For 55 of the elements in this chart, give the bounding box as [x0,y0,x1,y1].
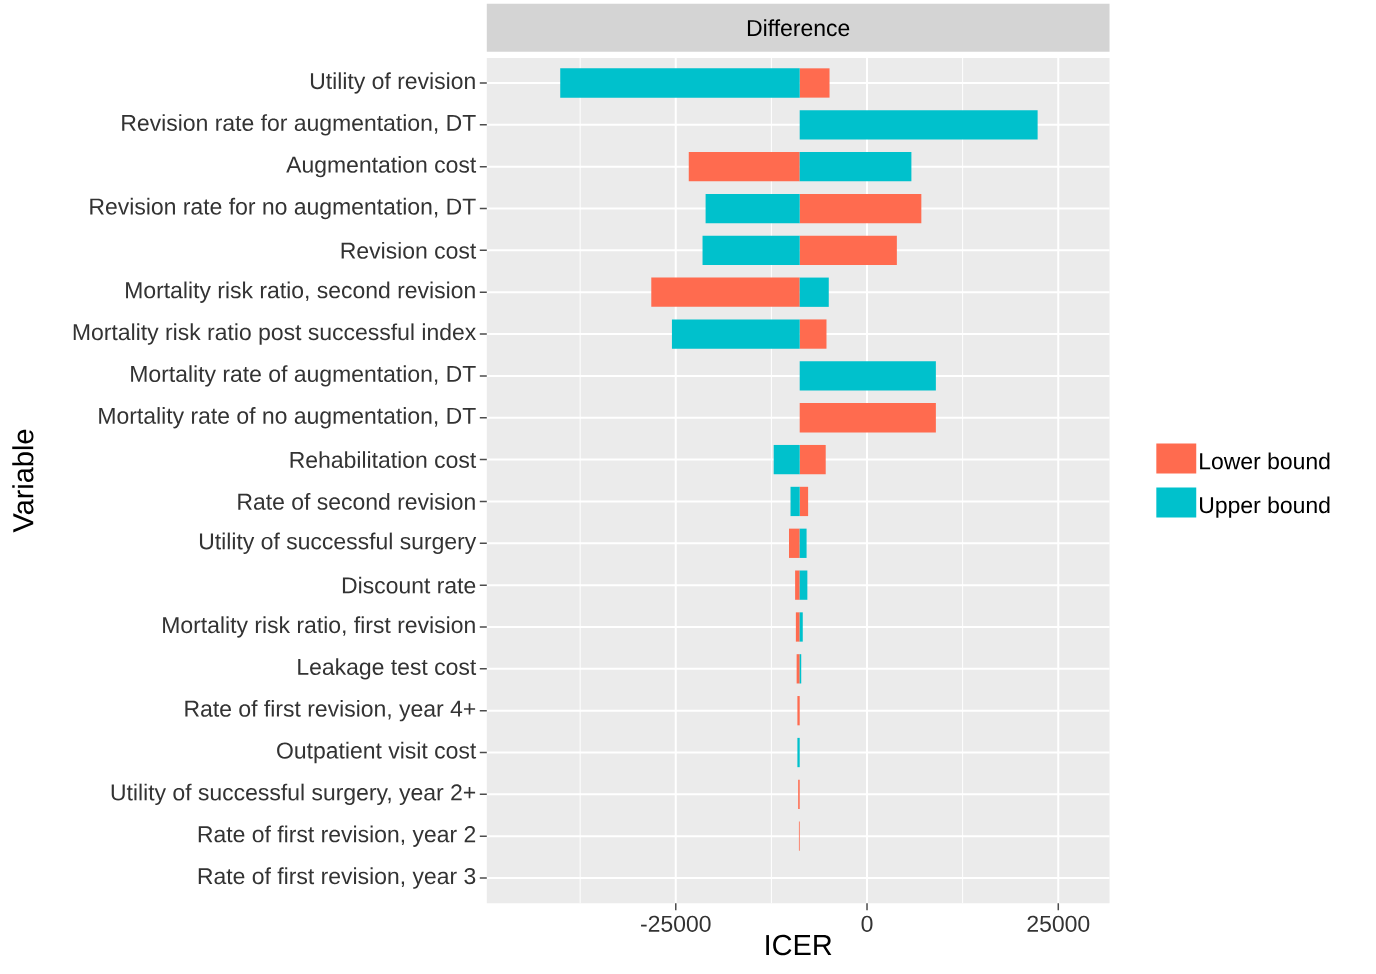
y-tick-label: Discount rate [342,576,476,594]
bar [795,612,800,642]
bar [788,528,800,558]
y-tick-label: Mortality risk ratio, second revision [126,281,475,303]
y-tick-label: Mortality rate of augmentation, DT [131,365,476,387]
bar [799,68,830,98]
x-tick-label: 25000 [1027,915,1090,932]
x-tick-label: 0 [861,915,873,932]
y-tick-label: Utility of successful surgery, year 2+ [111,783,476,806]
x-tick-label: -25000 [641,915,711,932]
bar [773,444,800,475]
bar [705,193,800,224]
y-tick-label: Utility of successful surgery [199,532,477,554]
bar [790,486,800,517]
bar [799,403,936,433]
y-tick-label: Augmentation cost [286,155,477,178]
y-tick-label: Rate of first revision, year 4+ [185,699,476,722]
y-tick-label: Mortality risk ratio post successful index [73,323,476,345]
y-tick-label: Rehabilitation cost [290,451,477,469]
bar [688,152,800,182]
y-tick-label: Mortality risk ratio, first revision [163,616,475,638]
legend-label: Upper bound [1200,496,1330,518]
bar [671,319,800,349]
y-tick-label: Rate of first revision, year 2 [198,825,476,847]
bar [799,319,827,349]
bar [799,444,826,475]
bar [702,235,800,266]
y-tick-label: Revision cost [341,241,477,259]
y-axis-title: Variable [12,429,34,533]
chart-title: Difference [747,19,850,37]
bar [799,570,808,600]
y-tick-label: Rate of second revision [238,493,475,510]
y-tick-label: Mortality rate of no augmentation, DT [99,407,476,429]
y-tick-label: Leakage test cost [298,658,477,680]
bar [799,193,922,224]
bar [799,361,936,391]
bar [799,528,807,558]
bar [799,612,803,642]
bar [797,696,800,726]
bar [795,570,800,600]
bar [799,486,809,517]
y-tick-label: Revision rate for augmentation, DT [122,114,476,136]
legend-label: Lower bound [1200,452,1330,470]
y-tick-label: Rate of first revision, year 3 [198,867,476,889]
y-tick-label: Outpatient visit cost [277,741,477,764]
bar [797,737,800,768]
y-tick-label: Utility of revision [310,72,475,94]
y-tick-label: Revision rate for no augmentation, DT [90,197,476,220]
bar [799,235,897,266]
bar [799,110,1038,140]
bar [651,277,800,307]
x-axis-title: ICER [766,934,832,956]
bar [560,68,800,98]
bar [799,152,912,182]
bar [799,277,829,307]
